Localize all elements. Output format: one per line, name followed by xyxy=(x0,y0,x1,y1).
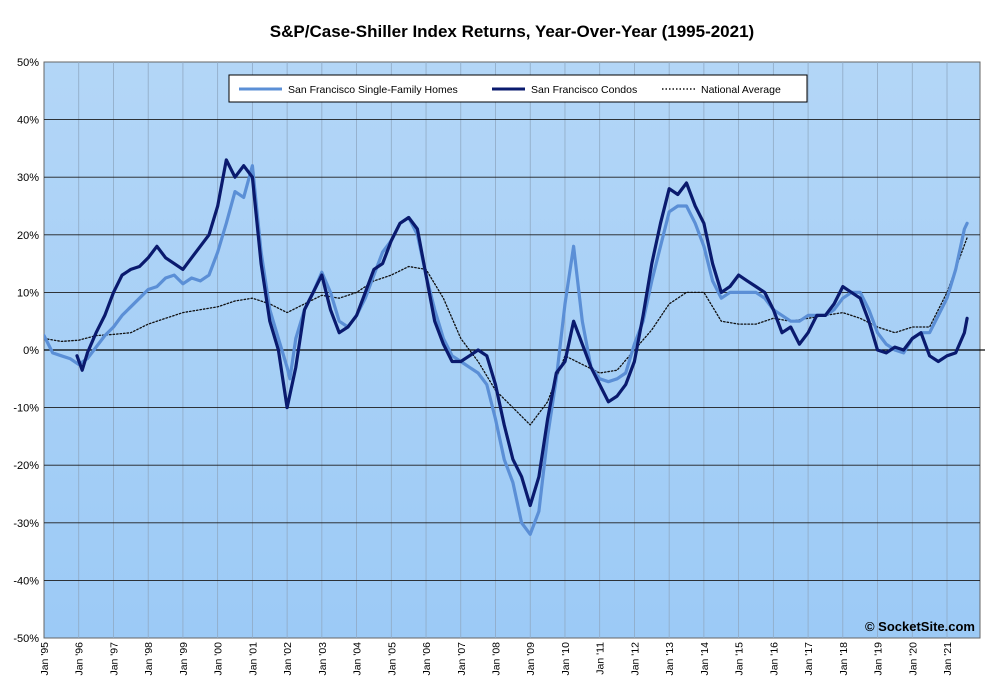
x-tick-label: Jan '14 xyxy=(699,642,711,676)
y-tick-label: 50% xyxy=(17,57,39,69)
y-tick-label: -30% xyxy=(13,518,39,530)
x-tick-label: Jan '06 xyxy=(421,642,433,676)
x-tick-label: Jan '13 xyxy=(664,642,676,676)
y-tick-label: -40% xyxy=(13,575,39,587)
credit-label: © SocketSite.com xyxy=(865,619,975,634)
x-tick-label: Jan '95 xyxy=(39,642,51,676)
x-tick-label: Jan '98 xyxy=(143,642,155,676)
y-tick-label: 10% xyxy=(17,287,39,299)
x-tick-label: Jan '03 xyxy=(317,642,329,676)
x-tick-label: Jan '07 xyxy=(456,642,468,676)
y-tick-label: -10% xyxy=(13,403,39,415)
y-tick-label: -20% xyxy=(13,460,39,472)
x-tick-label: Jan '09 xyxy=(525,642,537,676)
legend-label-sf-single-family: San Francisco Single-Family Homes xyxy=(288,84,458,96)
x-tick-label: Jan '17 xyxy=(803,642,815,676)
legend-label-national-average: National Average xyxy=(701,84,781,96)
y-tick-label: 20% xyxy=(17,230,39,242)
x-tick-label: Jan '97 xyxy=(108,642,120,676)
chart-title: S&P/Case-Shiller Index Returns, Year-Ove… xyxy=(270,22,754,41)
x-tick-label: Jan '12 xyxy=(629,642,641,676)
x-tick-label: Jan '21 xyxy=(942,642,954,676)
x-tick-label: Jan '05 xyxy=(386,642,398,676)
legend-label-sf-condos: San Francisco Condos xyxy=(531,84,637,96)
x-tick-label: Jan '20 xyxy=(907,642,919,676)
x-tick-label: Jan '10 xyxy=(560,642,572,676)
y-tick-label: 30% xyxy=(17,172,39,184)
x-axis-tick-labels: Jan '95 Jan '96 Jan '97 Jan '98 Jan '99 Jan '… xyxy=(39,642,954,676)
x-tick-label: Jan '19 xyxy=(873,642,885,676)
x-tick-label: Jan '00 xyxy=(213,642,225,676)
x-tick-label: Jan '11 xyxy=(595,642,607,675)
x-tick-label: Jan '99 xyxy=(178,642,190,676)
x-tick-label: Jan '16 xyxy=(768,642,780,676)
y-tick-label: -50% xyxy=(13,633,39,645)
x-tick-label: Jan '04 xyxy=(352,642,364,676)
x-tick-label: Jan '02 xyxy=(282,642,294,676)
y-axis-tick-labels: 50% 40% 30% 20% 10% 0% -10% -20% -30% -40% -50% xyxy=(13,57,39,645)
legend: San Francisco Single-Family Homes San Fr… xyxy=(229,75,807,102)
x-tick-label: Jan '08 xyxy=(491,642,503,676)
x-tick-label: Jan '15 xyxy=(734,642,746,676)
y-tick-label: 40% xyxy=(17,115,39,127)
y-tick-label: 0% xyxy=(23,345,39,357)
x-tick-label: Jan '18 xyxy=(838,642,850,676)
x-tick-label: Jan '96 xyxy=(74,642,86,676)
x-tick-label: Jan '01 xyxy=(247,642,259,676)
